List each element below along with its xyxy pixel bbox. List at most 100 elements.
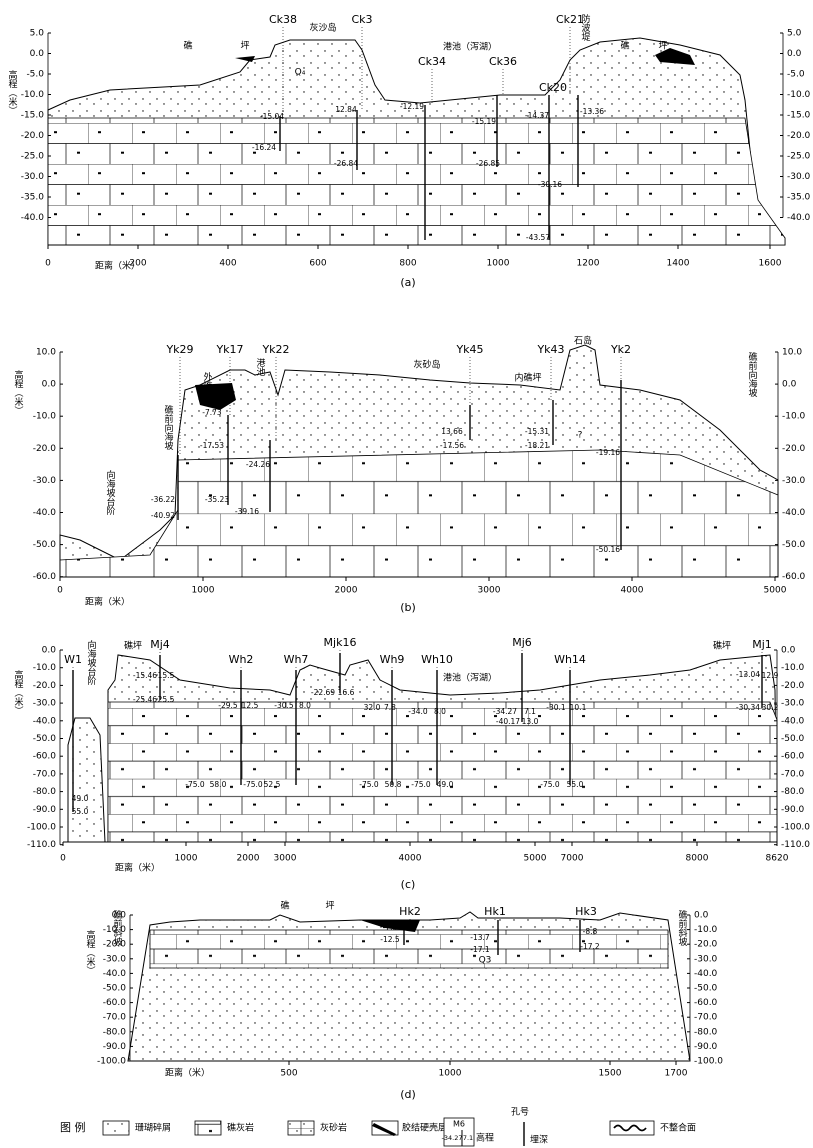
legend-swatch xyxy=(610,1121,654,1135)
x-tick-label: 8000 xyxy=(686,854,709,864)
y-tick-label: 0.0 xyxy=(781,646,796,656)
place-label: 礁前斜坡 xyxy=(112,909,123,947)
y-tick-label: -20.0 xyxy=(33,681,57,691)
x-tick-label: 3000 xyxy=(478,586,501,596)
depth-label: -12.5 xyxy=(380,935,400,944)
place-label: 坪 xyxy=(658,41,667,52)
y-tick-label: -70.0 xyxy=(781,769,805,779)
y-tick-label: 5.0 xyxy=(30,29,45,39)
place-label: 坪 xyxy=(325,901,334,912)
x-tick-label: 3000 xyxy=(274,854,297,864)
x-tick-label: 600 xyxy=(309,259,326,269)
borehole-id: Mj1 xyxy=(752,638,772,651)
limestone-layer xyxy=(48,118,785,245)
y-tick-label: -70.0 xyxy=(694,1013,718,1023)
y-axis-label: 高程（米） xyxy=(85,929,96,975)
y-tick-label: -20.0 xyxy=(33,444,57,454)
depth-label: -30.34 xyxy=(736,703,760,712)
place-label: 礁前向海坡 xyxy=(163,404,174,451)
borehole-id: W1 xyxy=(64,653,82,666)
key-label: 孔号 xyxy=(511,1107,529,1118)
y-tick-label: -30.0 xyxy=(781,699,805,709)
y-tick-label: -40.0 xyxy=(33,716,57,726)
x-tick-label: 400 xyxy=(219,259,236,269)
y-tick-label: -90.0 xyxy=(33,805,57,815)
depth-label: -24.26 xyxy=(246,460,270,469)
depth-label: -7.5 xyxy=(383,923,398,932)
y-axis-label: 高程（米） xyxy=(13,669,24,715)
depth-label: -75.0 xyxy=(185,780,205,789)
y-tick-label: -80.0 xyxy=(33,787,57,797)
x-tick-label: 5000 xyxy=(764,586,787,596)
depth-label: -17.2 xyxy=(580,942,600,951)
borehole-id: Yk29 xyxy=(165,343,193,356)
place-label: Q3 xyxy=(479,956,492,966)
depth-label: -17.56 xyxy=(440,441,464,450)
y-tick-label: -50.0 xyxy=(33,734,57,744)
place-label: 港池（泻湖） xyxy=(443,41,497,53)
x-tick-label: 2000 xyxy=(237,854,260,864)
place-label: 礁坪 xyxy=(713,640,731,652)
key-elev: -34.27 xyxy=(442,1134,463,1142)
key-depth: 7.1 xyxy=(463,1134,473,1142)
y-tick-label: -60.0 xyxy=(694,998,718,1008)
y-tick-label: -50.0 xyxy=(782,540,806,550)
depth-label: -34.0 xyxy=(408,707,428,716)
depth-label: -13.36 xyxy=(580,107,604,116)
borehole-id: Wh7 xyxy=(284,653,309,666)
place-label: 礁 xyxy=(620,40,629,52)
depth-label: -17.53 xyxy=(200,441,224,450)
borehole-id: Wh10 xyxy=(421,653,453,666)
legend-swatch xyxy=(103,1121,129,1135)
depth-label: 13.66 xyxy=(441,427,463,436)
x-tick-label: 1000 xyxy=(175,854,198,864)
depth-label: -19.16 xyxy=(596,448,620,457)
x-tick-label: 500 xyxy=(280,1069,297,1079)
depth-label: -75.0 xyxy=(359,780,379,789)
x-tick-label: 1000 xyxy=(192,586,215,596)
depth-label: 12.9 xyxy=(762,671,779,680)
caption: (b) xyxy=(400,601,416,614)
place-label: 礁前向海坡 xyxy=(747,351,758,398)
y-tick-label: -20.0 xyxy=(787,131,811,141)
x-tick-label: 1600 xyxy=(759,259,782,269)
y-tick-label: 5.0 xyxy=(787,29,802,39)
y-tick-label: -10.0 xyxy=(21,90,45,100)
y-tick-label: -15.0 xyxy=(787,111,811,121)
y-tick-label: -60.0 xyxy=(782,572,806,582)
depth-label: 8.0 xyxy=(299,701,311,710)
borehole-id: Hk1 xyxy=(484,905,506,918)
figure: 5.00.0-5.0-10.0-15.0-20.0-25.0-30.0-35.0… xyxy=(0,0,813,1148)
y-tick-label: -15.0 xyxy=(21,111,45,121)
y-tick-label: -40.0 xyxy=(781,716,805,726)
borehole-id: Wh2 xyxy=(229,653,254,666)
depth-label: -18.21 xyxy=(525,441,549,450)
y-tick-label: -40.0 xyxy=(103,969,127,979)
place-label: 内礁坪 xyxy=(514,372,541,384)
depth-label: -22.69 xyxy=(311,688,335,697)
y-tick-label: 10.0 xyxy=(36,348,56,358)
x-tick-label: 1400 xyxy=(667,259,690,269)
depth-label: -8.8 xyxy=(583,927,598,936)
place-label: 礁 xyxy=(280,900,289,912)
depth-label: 50.8 xyxy=(385,780,402,789)
legend-swatch xyxy=(195,1121,221,1135)
y-tick-label: -10.0 xyxy=(781,663,805,673)
y-tick-label: -40.0 xyxy=(33,508,57,518)
y-tick-label: -90.0 xyxy=(694,1042,718,1052)
y-tick-label: -110.0 xyxy=(781,840,810,850)
depth-label: -75.0 xyxy=(540,780,560,789)
depth-label: -26.85 xyxy=(476,159,500,168)
y-tick-label: 0.0 xyxy=(782,380,797,390)
key-label: 高程 xyxy=(476,1132,494,1144)
legend-title: 图 例 xyxy=(60,1120,86,1134)
place-label: 礁坪 xyxy=(124,640,142,652)
depth-label: 7.1 xyxy=(524,707,536,716)
y-tick-label: -80.0 xyxy=(694,1027,718,1037)
borehole-id: Mjk16 xyxy=(324,636,357,649)
borehole-id: Ck34 xyxy=(418,55,446,68)
borehole-id: Yk2 xyxy=(610,343,631,356)
y-tick-label: 0.0 xyxy=(42,646,57,656)
depth-label: -13.7 xyxy=(470,933,490,942)
x-axis-label: 距离（米） xyxy=(165,1067,210,1079)
